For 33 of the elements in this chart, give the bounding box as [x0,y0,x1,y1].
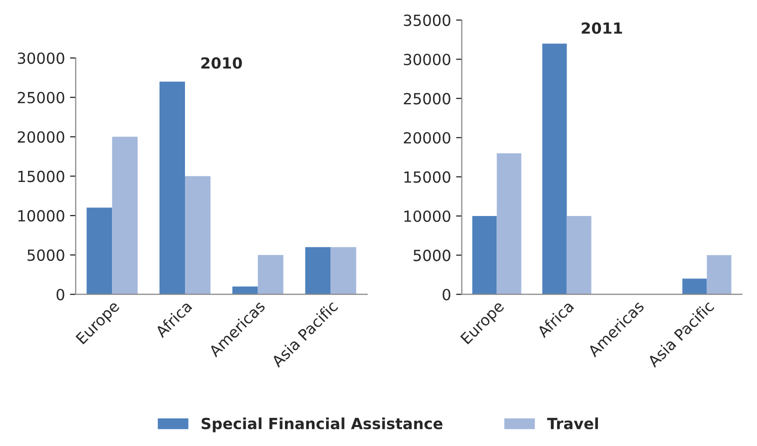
bar [86,208,112,294]
y-tick-label: 25000 [404,92,450,104]
y-tick-label: 20000 [18,131,64,143]
y-tick-label: 0 [56,288,64,300]
chart-title: 2010 [201,57,242,69]
y-tick-label: 30000 [404,54,450,66]
bar [159,82,185,294]
y-tick-label: 15000 [18,170,64,182]
y-tick-label: 20000 [404,132,450,144]
y-tick-label: 25000 [18,92,64,104]
bar [542,44,567,294]
y-tick-label: 30000 [18,52,64,64]
y-tick-label: 35000 [404,14,450,26]
y-tick-label: 10000 [18,210,64,222]
bar [496,153,522,294]
legend-label: Special Financial Assistance [202,417,442,432]
bar [305,247,331,294]
y-tick-label: 5000 [414,250,450,262]
bar [706,255,732,294]
y-tick-label: 10000 [404,210,450,222]
y-tick-label: 5000 [28,249,64,261]
bar [258,254,284,294]
bar [682,278,707,294]
y-tick-label: 15000 [404,171,450,183]
chart-title: 2011 [582,22,622,34]
bar [232,286,258,294]
bar [112,136,138,294]
legend-label: Travel [547,417,598,430]
bar [566,216,592,294]
y-tick-label: 0 [442,288,450,300]
bar [184,176,210,294]
bar [472,216,497,294]
bar [330,247,356,294]
